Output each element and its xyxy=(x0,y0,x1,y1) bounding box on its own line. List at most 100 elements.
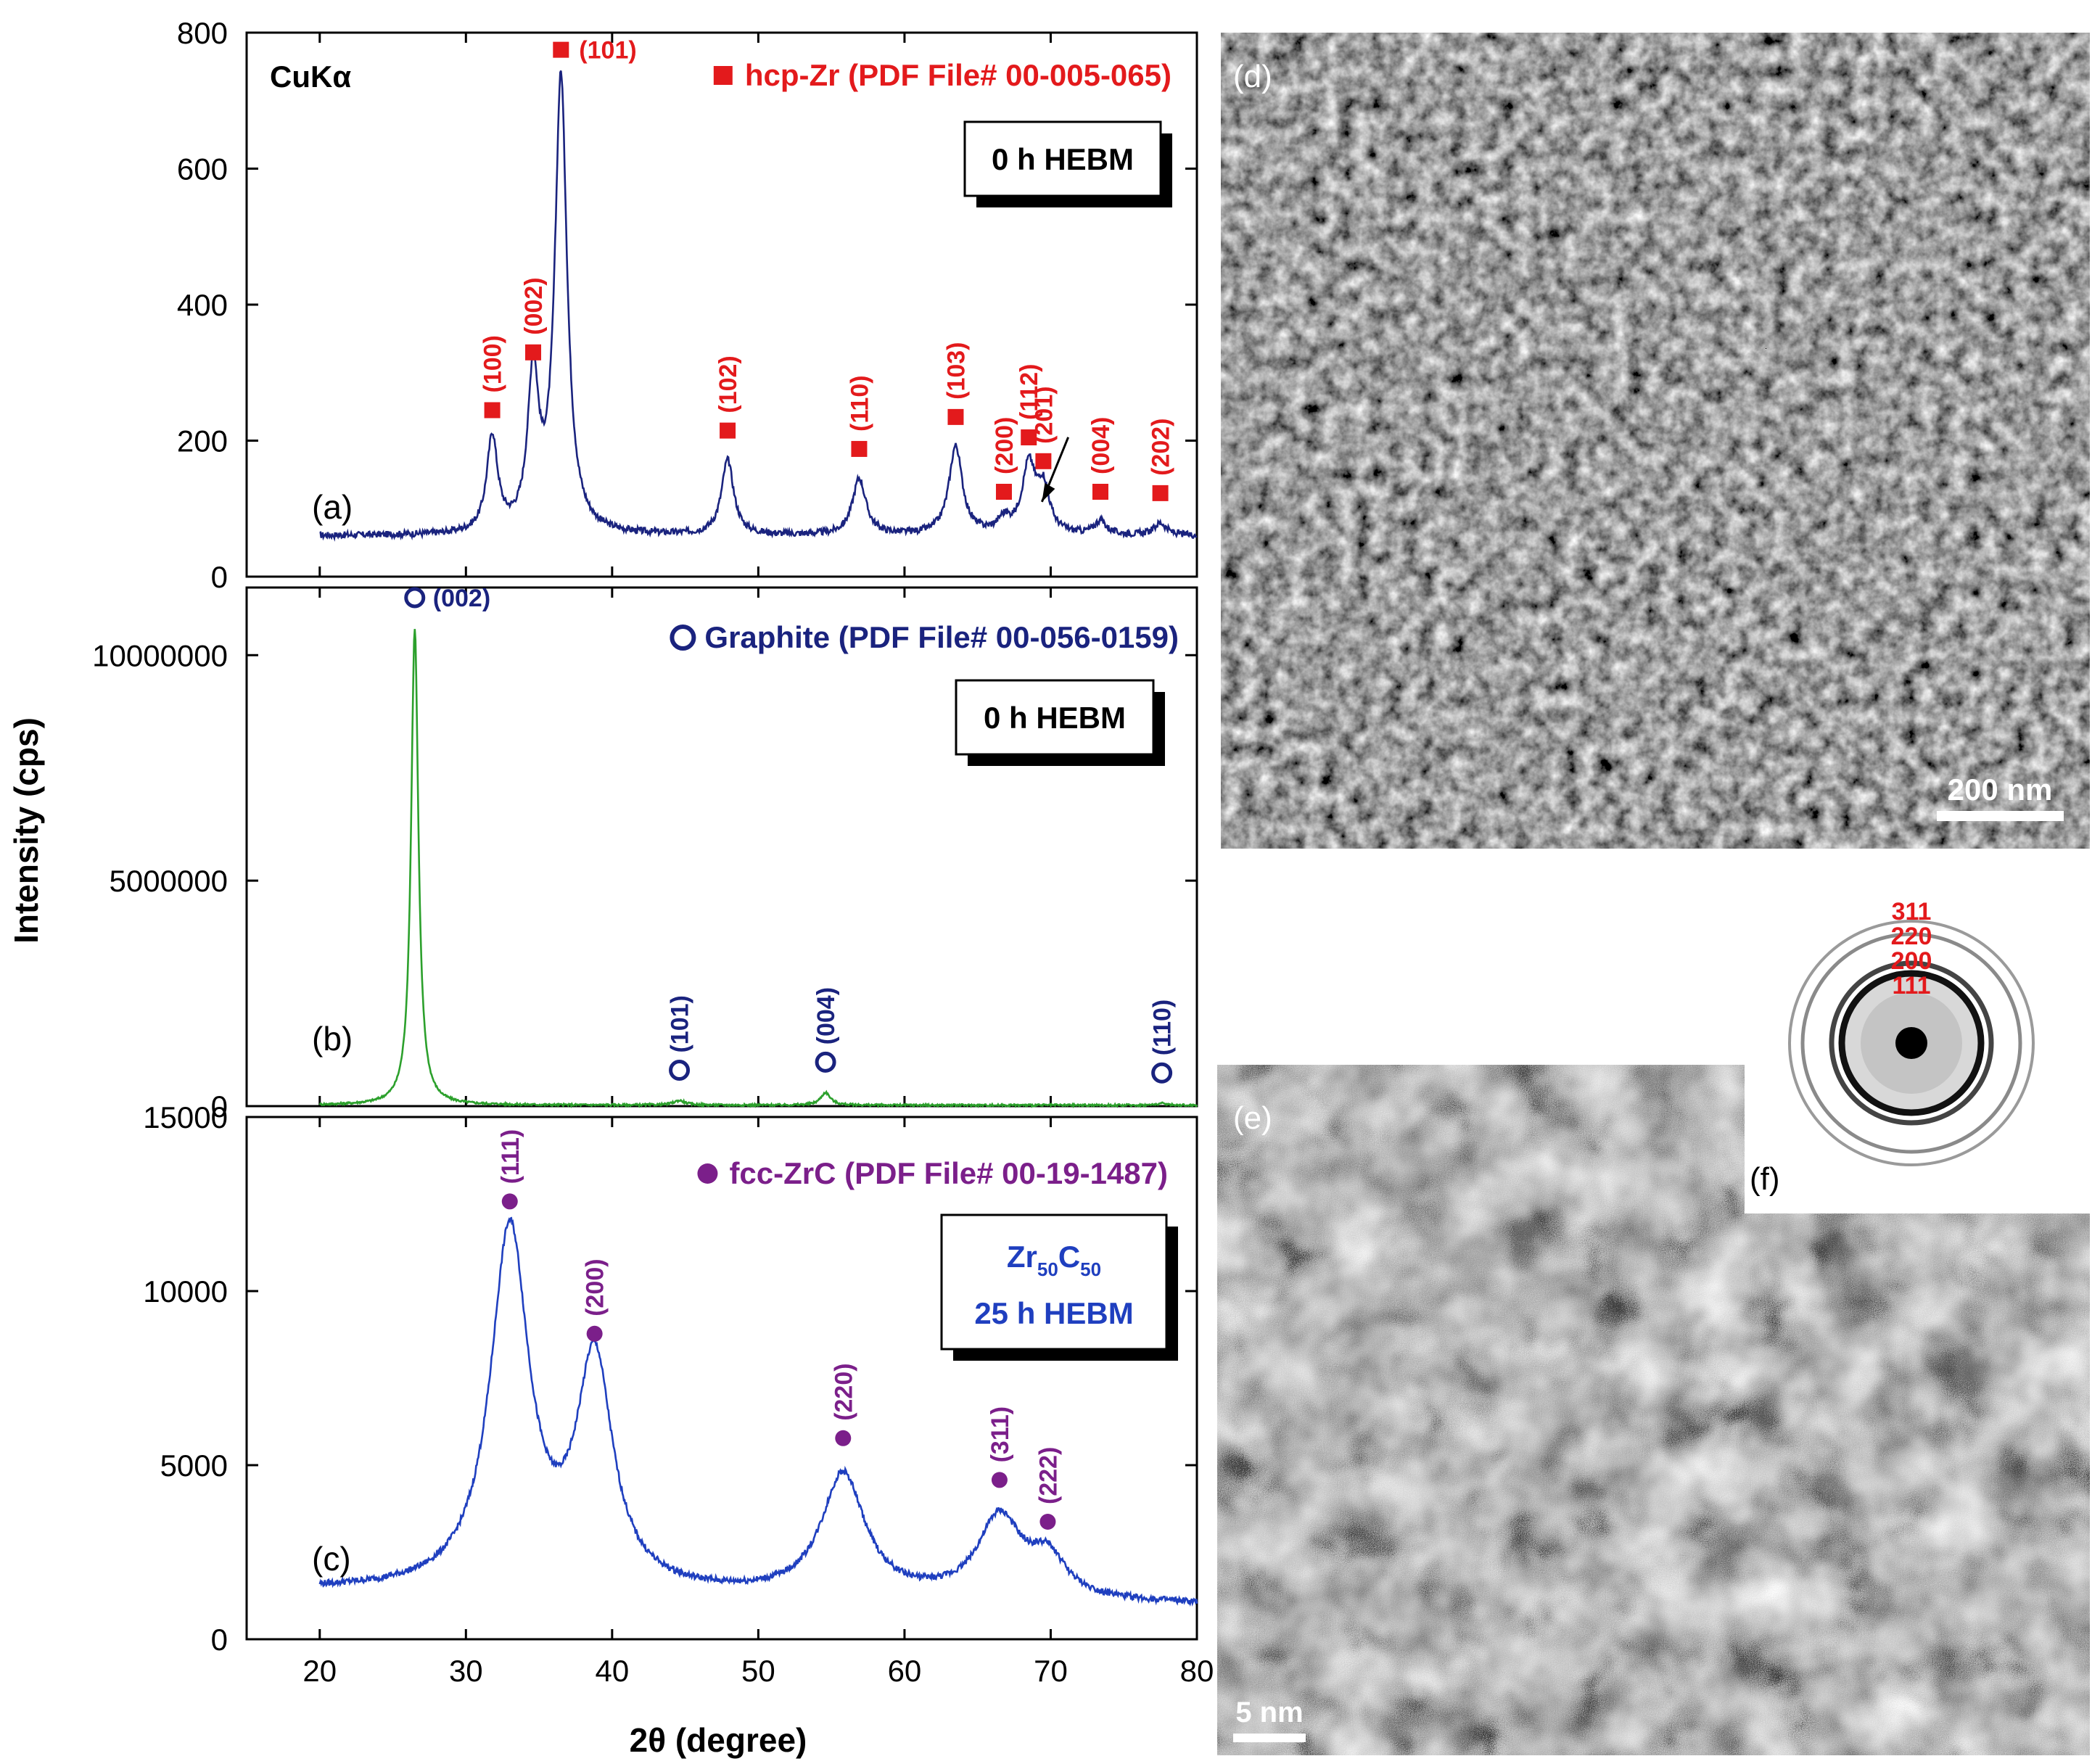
peak-marker xyxy=(501,1193,518,1210)
box-label: 0 h HEBM xyxy=(992,142,1134,176)
panel-label: (b) xyxy=(312,1020,353,1058)
legend-marker xyxy=(713,66,733,85)
peak-marker xyxy=(1152,485,1169,501)
radiation-label: CuKα xyxy=(270,59,351,94)
peak-marker xyxy=(991,1472,1008,1488)
y-tick-label: 0 xyxy=(211,1089,228,1124)
subscript: 50 xyxy=(1080,1258,1101,1280)
saed-inset: 311 220 200 111 (f) xyxy=(1745,867,2090,1213)
legend-text: Graphite (PDF File# 00-056-0159) xyxy=(704,620,1179,654)
peak-marker xyxy=(1035,453,1052,469)
saed-ring-220 xyxy=(1800,932,2022,1154)
peak-marker xyxy=(815,1051,836,1073)
element-symbol: C xyxy=(1058,1240,1080,1274)
peak-label: (102) xyxy=(715,355,742,413)
peak-marker xyxy=(720,422,736,439)
peak-label: (110) xyxy=(1149,1000,1177,1056)
subscript: 50 xyxy=(1037,1258,1058,1280)
peak-marker xyxy=(1151,1062,1173,1084)
x-tick-label: 80 xyxy=(1180,1654,1214,1688)
plot-frame xyxy=(245,31,1198,578)
peak-marker xyxy=(995,484,1012,500)
legend-marker xyxy=(670,625,696,651)
peak-label: (002) xyxy=(520,277,548,334)
series-line xyxy=(318,1216,1198,1607)
legend-marker xyxy=(697,1163,718,1184)
peak-label: (112) xyxy=(1016,364,1043,421)
panel-label-d: (d) xyxy=(1233,59,1272,94)
peak-label: (004) xyxy=(812,987,840,1044)
element-symbol: Zr xyxy=(1007,1240,1037,1274)
x-tick-label: 20 xyxy=(302,1654,337,1688)
y-tick-label: 5000 xyxy=(160,1448,228,1483)
peak-label: (222) xyxy=(1034,1447,1062,1504)
scale-label-d: 200 nm xyxy=(1948,772,2053,807)
peak-marker xyxy=(1021,429,1037,445)
peak-label: (103) xyxy=(942,342,970,400)
scale-bar-d xyxy=(1937,811,2064,821)
legend-text: hcp-Zr (PDF File# 00-005-065) xyxy=(745,58,1172,92)
pointer-arrow-head xyxy=(1042,482,1055,502)
annotation-box xyxy=(940,1213,1168,1351)
x-tick-label: 50 xyxy=(741,1654,775,1688)
y-tick-label: 10000000 xyxy=(92,638,228,672)
ring-label-220: 220 xyxy=(1891,923,1932,950)
peak-marker xyxy=(1039,1514,1056,1530)
saed-center-spot xyxy=(1895,1027,1927,1059)
panel-label-f: (f) xyxy=(1750,1161,1780,1197)
peak-label: (202) xyxy=(1148,419,1175,476)
peak-marker xyxy=(669,1060,691,1081)
y-tick-label: 5000000 xyxy=(109,864,228,898)
peak-marker xyxy=(947,408,964,425)
panel-label: (c) xyxy=(312,1540,351,1578)
peak-marker xyxy=(586,1325,603,1342)
box-label: 0 h HEBM xyxy=(984,701,1126,735)
y-tick-label: 0 xyxy=(211,1623,228,1657)
peak-marker xyxy=(835,1430,852,1446)
ring-label-200: 200 xyxy=(1891,947,1932,975)
y-tick-label: 600 xyxy=(177,152,228,186)
series-line xyxy=(318,629,1198,1109)
scale-bar-e xyxy=(1233,1734,1306,1742)
peak-label: (220) xyxy=(830,1363,857,1420)
annotation-box xyxy=(963,120,1162,197)
peak-label: (311) xyxy=(987,1406,1014,1463)
peak-label: (101) xyxy=(579,37,636,65)
y-tick-label: 0 xyxy=(211,560,228,594)
box-label: 25 h HEBM xyxy=(974,1296,1133,1330)
x-tick-label: 30 xyxy=(449,1654,483,1688)
panel-label-e: (e) xyxy=(1233,1100,1272,1136)
peak-label: (004) xyxy=(1087,417,1115,474)
peak-label: (201) xyxy=(1030,386,1058,443)
annotation-box xyxy=(955,679,1155,756)
peak-marker xyxy=(525,344,542,360)
y-tick-label: 15000 xyxy=(143,1100,228,1134)
plot-frame xyxy=(245,586,1198,1108)
saed-ring-200 xyxy=(1829,960,1994,1126)
peak-label: (101) xyxy=(667,995,694,1052)
y-tick-label: 10000 xyxy=(143,1274,228,1308)
x-axis-label: 2θ (degree) xyxy=(630,1721,807,1759)
ring-label-111: 111 xyxy=(1893,972,1931,1000)
peak-label: (110) xyxy=(846,375,873,432)
peak-marker xyxy=(851,440,868,457)
y-tick-label: 200 xyxy=(177,424,228,458)
sem-micrograph: (d) 200 nm xyxy=(1221,33,2090,849)
series-line xyxy=(319,70,1198,542)
ring-label-311: 311 xyxy=(1892,898,1932,926)
x-tick-label: 60 xyxy=(888,1654,922,1688)
panel-label: (a) xyxy=(312,488,353,526)
plot-frame xyxy=(245,1116,1198,1641)
x-tick-label: 40 xyxy=(595,1654,629,1688)
peak-label: (200) xyxy=(582,1258,609,1316)
peak-label: (100) xyxy=(479,335,507,392)
peak-marker xyxy=(484,402,501,419)
y-tick-label: 800 xyxy=(177,16,228,50)
xrd-panel-0: 0 200 400 600 800 (100) (002) (101) (102) (110) (1… xyxy=(177,16,1198,594)
peak-marker xyxy=(553,41,569,58)
y-axis-label: Intensity (cps) xyxy=(7,717,45,944)
peak-label: (002) xyxy=(433,585,490,612)
composition-label: Zr50C50 xyxy=(1007,1240,1101,1280)
